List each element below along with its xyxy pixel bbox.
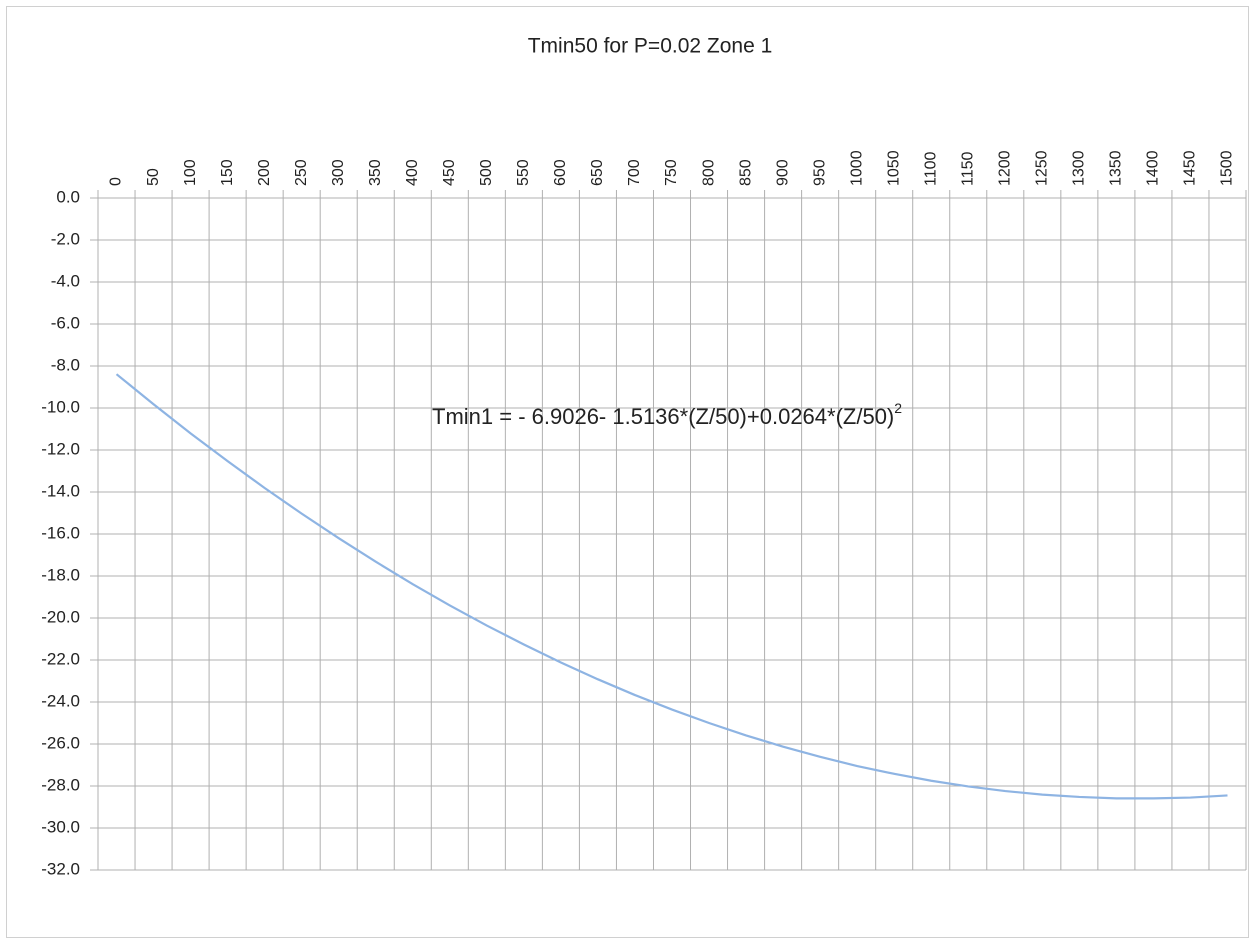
x-tick-label: 1350 bbox=[1108, 150, 1125, 186]
x-tick-label: 900 bbox=[774, 159, 791, 186]
x-tick-label: 550 bbox=[515, 159, 532, 186]
y-tick-label: -10.0 bbox=[41, 397, 80, 416]
x-tick-label: 200 bbox=[256, 159, 273, 186]
y-tick-label: -16.0 bbox=[41, 523, 80, 542]
x-tick-label: 100 bbox=[182, 159, 199, 186]
y-tick-label: -14.0 bbox=[41, 481, 80, 500]
x-tick-label: 1200 bbox=[997, 150, 1014, 186]
y-tick-label: -26.0 bbox=[41, 733, 80, 752]
x-tick-label: 1500 bbox=[1219, 150, 1236, 186]
y-tick-label: -24.0 bbox=[41, 691, 80, 710]
x-tick-label: 1150 bbox=[959, 151, 976, 186]
x-tick-label: 1400 bbox=[1145, 150, 1162, 186]
x-tick-label: 850 bbox=[737, 159, 754, 186]
x-tick-label: 400 bbox=[404, 159, 421, 186]
y-tick-label: -28.0 bbox=[41, 775, 80, 794]
x-tick-label: 0 bbox=[108, 177, 125, 186]
x-tick-label: 1300 bbox=[1071, 150, 1088, 186]
x-tick-label: 300 bbox=[330, 159, 347, 186]
x-tick-label: 1000 bbox=[848, 150, 865, 186]
x-tick-label: 350 bbox=[367, 159, 384, 186]
x-tick-label: 800 bbox=[700, 159, 717, 186]
y-tick-label: -6.0 bbox=[51, 313, 80, 332]
x-tick-label: 700 bbox=[626, 159, 643, 186]
x-tick-label: 450 bbox=[441, 159, 458, 186]
x-tick-label: 50 bbox=[145, 168, 162, 186]
x-tick-label: 150 bbox=[219, 159, 236, 186]
y-tick-label: -4.0 bbox=[51, 271, 80, 290]
y-tick-label: -30.0 bbox=[41, 817, 80, 836]
x-tick-label: 1050 bbox=[885, 150, 902, 186]
chart-title: Tmin50 for P=0.02 Zone 1 bbox=[528, 35, 773, 58]
chart-frame bbox=[6, 6, 1249, 938]
x-tick-label: 1100 bbox=[922, 151, 939, 186]
y-tick-label: -18.0 bbox=[41, 565, 80, 584]
x-tick-label: 500 bbox=[478, 159, 495, 186]
y-tick-label: 0.0 bbox=[56, 187, 80, 206]
y-tick-label: -20.0 bbox=[41, 607, 80, 626]
y-tick-label: -32.0 bbox=[41, 859, 80, 878]
annotation: Tmin1 = - 6.9026- 1.5136*(Z/50)+0.0264*(… bbox=[432, 400, 902, 429]
x-tick-label: 600 bbox=[552, 159, 569, 186]
x-tick-label: 950 bbox=[811, 159, 828, 186]
y-tick-label: -22.0 bbox=[41, 649, 80, 668]
x-tick-label: 1450 bbox=[1182, 150, 1199, 186]
y-tick-label: -12.0 bbox=[41, 439, 80, 458]
x-tick-label: 650 bbox=[589, 159, 606, 186]
line-series bbox=[115, 373, 1228, 800]
x-tick-label: 250 bbox=[293, 159, 310, 186]
x-tick-label: 750 bbox=[663, 159, 680, 186]
y-tick-label: -2.0 bbox=[51, 229, 80, 248]
annotation-superscript: 2 bbox=[894, 400, 902, 416]
y-tick-label: -8.0 bbox=[51, 355, 80, 374]
x-tick-label: 1250 bbox=[1034, 150, 1051, 186]
annotation-text: Tmin1 = - 6.9026- 1.5136*(Z/50)+0.0264*(… bbox=[432, 404, 894, 429]
